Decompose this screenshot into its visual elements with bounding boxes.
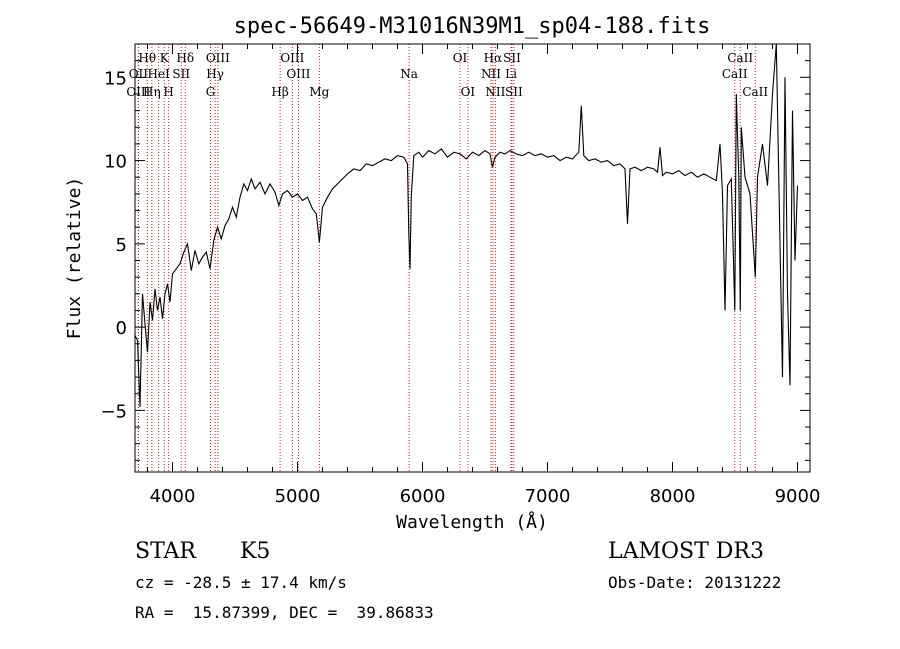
y-tick-label-4: 15 xyxy=(104,68,127,89)
line-label-20: SII xyxy=(503,51,521,65)
line-label-7: Hδ xyxy=(176,51,194,65)
line-label-1: OII xyxy=(129,67,149,81)
observation-date: Obs-Date: 20131222 xyxy=(608,573,782,592)
redshift-velocity: cz = -28.5 ± 17.4 km/s xyxy=(135,573,347,592)
line-label-26: CaII xyxy=(722,67,748,81)
line-label-19: Hα xyxy=(484,51,503,65)
chart-title: spec-56649-M31016N39M1_sp04-188.fits xyxy=(234,14,711,39)
y-tick-label-3: 10 xyxy=(104,152,127,173)
line-label-12: OIII xyxy=(280,51,304,65)
line-label-9: OIII xyxy=(206,51,230,65)
y-tick-label-1: 0 xyxy=(116,318,127,339)
line-label-11: G xyxy=(206,85,216,99)
line-label-21: NII xyxy=(481,67,501,81)
x-tick-label-3: 7000 xyxy=(525,486,571,507)
x-tick-label-2: 6000 xyxy=(400,486,446,507)
line-label-2: OIII xyxy=(126,85,150,99)
x-axis-label: Wavelength (Å) xyxy=(396,511,548,533)
line-label-24: SII xyxy=(505,85,523,99)
y-axis-label: Flux (relative) xyxy=(64,177,85,340)
line-label-5: HeI xyxy=(147,67,170,81)
line-label-4: K xyxy=(160,51,170,65)
flux-series-line-0 xyxy=(134,43,799,408)
line-label-14: Hβ xyxy=(271,85,288,99)
line-label-17: OI xyxy=(453,51,468,65)
coordinates: RA = 15.87399, DEC = 39.86833 xyxy=(135,603,434,622)
survey-name: LAMOST DR3 xyxy=(608,539,764,564)
line-label-10: Hγ xyxy=(206,67,224,81)
x-tick-label-5: 9000 xyxy=(775,486,821,507)
line-label-15: Mg xyxy=(309,85,329,99)
line-label-6: H xyxy=(163,85,173,99)
plot-frame xyxy=(134,43,811,473)
x-tick-label-0: 4000 xyxy=(150,486,196,507)
line-label-0: Hθ xyxy=(138,51,156,65)
spectral-line-markers xyxy=(137,44,756,472)
line-label-18: OI xyxy=(461,85,476,99)
y-tick-label-0: −5 xyxy=(100,401,127,422)
x-tick-label-4: 8000 xyxy=(650,486,696,507)
line-label-3: Hη xyxy=(143,85,161,99)
flux-series xyxy=(134,43,799,408)
axis-ticks: 4000 5000 6000 7000 8000 9000 −5 0 5 10 15 xyxy=(100,44,820,507)
line-label-16: Na xyxy=(400,67,418,81)
object-subclass: K5 xyxy=(240,539,271,564)
line-label-25: CaII xyxy=(727,51,753,65)
line-label-13: OIII xyxy=(286,67,310,81)
line-label-23: NII xyxy=(485,85,505,99)
line-label-22: Li xyxy=(505,67,517,81)
object-class: STAR xyxy=(135,539,196,564)
line-label-27: CaII xyxy=(742,85,768,99)
x-tick-label-1: 5000 xyxy=(275,486,321,507)
line-label-8: SII xyxy=(172,67,190,81)
y-tick-label-2: 5 xyxy=(116,235,127,256)
